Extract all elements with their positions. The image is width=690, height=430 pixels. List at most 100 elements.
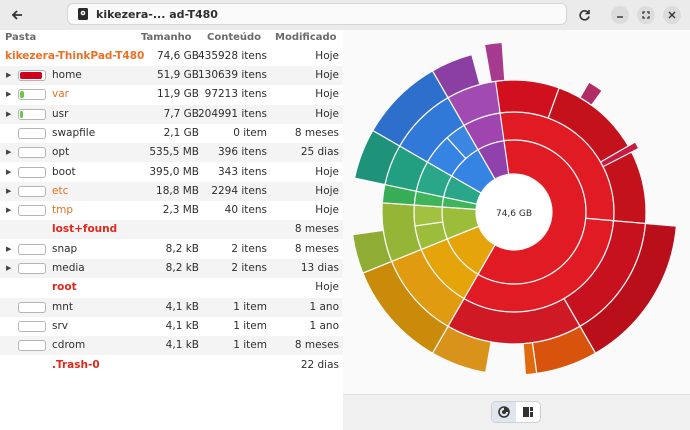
usage-bar: [18, 108, 46, 120]
folder-name: swapfile: [52, 126, 96, 139]
folder-row-mnt[interactable]: mnt 4,1 kB 1 item 1 ano: [0, 297, 343, 317]
refresh-button[interactable]: [574, 5, 594, 25]
folder-name: etc: [52, 184, 69, 197]
folder-size: 4,1 kB: [165, 339, 199, 352]
seg-u4a[interactable]: [351, 229, 393, 274]
seg-spike-b[interactable]: [579, 81, 604, 107]
folder-row-cdrom[interactable]: cdrom 4,1 kB 1 item 8 meses: [0, 336, 343, 356]
expand-arrow-icon[interactable]: ▶: [6, 167, 12, 176]
folder-row-srv[interactable]: srv 4,1 kB 1 item 1 ano: [0, 317, 343, 336]
usage-bar: [18, 127, 46, 139]
seg-h4c[interactable]: [522, 342, 538, 376]
folder-row-usr[interactable]: ▶ usr 7,7 GB 204991 itens Hoje: [0, 104, 343, 124]
col-header-content[interactable]: Conteúdo: [207, 32, 262, 43]
expand-arrow-icon[interactable]: ▶: [6, 264, 12, 272]
folder-modified: 25 dias: [300, 146, 339, 159]
folder-row-var[interactable]: ▶ var 11,9 GB 97213 itens Hoje: [0, 85, 343, 104]
folder-count: 1 item: [233, 339, 267, 352]
folder-name: opt: [52, 146, 70, 159]
folder-row-opt[interactable]: ▶ opt 535,5 MB 396 itens 25 dias: [0, 143, 343, 163]
folder-modified: Hoje: [315, 107, 339, 120]
folder-row-snap[interactable]: ▶ snap 8,2 kB 2 itens 8 meses: [0, 240, 343, 259]
usage-bar: [18, 243, 46, 255]
folder-count: 1 item: [233, 319, 267, 332]
folder-size: 4,1 kB: [165, 319, 199, 332]
folder-row-media[interactable]: ▶ media 8,2 kB 2 itens 13 dias: [0, 259, 343, 278]
folder-count: 130639 itens: [197, 69, 267, 81]
seg-spike-a[interactable]: [483, 41, 506, 83]
folder-name: root: [52, 281, 77, 294]
expand-arrow-icon[interactable]: ▶: [6, 90, 12, 99]
chart-center-label: 74,6 GB: [496, 209, 532, 219]
col-header-size[interactable]: Tamanho: [141, 32, 192, 43]
expand-arrow-icon[interactable]: ▶: [6, 244, 12, 253]
ring-chart[interactable]: 74,6 GB: [343, 30, 690, 394]
folder-size: 18,8 MB: [156, 184, 199, 197]
root-count: 435928 itens: [197, 50, 267, 62]
rings-chart-button[interactable]: [492, 402, 516, 422]
folder-name: tmp: [52, 204, 74, 217]
drive-icon: [78, 8, 88, 20]
folder-size: 2,1 GB: [163, 126, 199, 139]
folder-size: 11,9 GB: [156, 88, 199, 101]
col-header-folder[interactable]: Pasta: [5, 32, 37, 43]
folder-row-lostfound[interactable]: lost+found 8 meses: [0, 220, 343, 240]
maximize-button[interactable]: [637, 6, 655, 24]
folder-modified: 13 dias: [300, 262, 339, 274]
minimize-button[interactable]: [611, 6, 629, 24]
folder-count: 40 itens: [224, 204, 267, 217]
folder-row-swapfile[interactable]: swapfile 2,1 GB 0 item 8 meses: [0, 124, 343, 143]
expand-arrow-icon[interactable]: ▶: [6, 206, 12, 215]
folder-size: 395,0 MB: [149, 165, 199, 178]
expand-arrow-icon[interactable]: ▶: [6, 109, 12, 118]
seg-e4[interactable]: [431, 53, 481, 99]
folder-count: 1 item: [233, 300, 267, 313]
usage-bar: [18, 263, 46, 274]
folder-name: cdrom: [52, 339, 86, 352]
chart-center[interactable]: [477, 175, 551, 249]
treemap-chart-button[interactable]: [516, 402, 540, 422]
folder-size: 51,9 GB: [156, 69, 199, 81]
folder-row-Trash0[interactable]: .Trash-0 22 dias: [0, 356, 343, 375]
expand-arrow-icon[interactable]: ▶: [6, 148, 12, 157]
usage-bar: [18, 89, 46, 101]
folder-modified: 22 dias: [300, 358, 339, 371]
folder-name: var: [52, 88, 69, 101]
folder-modified: Hoje: [315, 281, 339, 294]
root-row[interactable]: kikezera-ThinkPad-T480 74,6 GB 435928 it…: [0, 47, 343, 66]
folder-modified: Hoje: [315, 184, 339, 197]
folder-name: media: [52, 262, 85, 274]
folder-name: mnt: [52, 300, 73, 313]
folder-modified: 8 meses: [294, 223, 339, 236]
folder-list: Pasta Tamanho Conteúdo Modificado kikeze…: [0, 30, 343, 430]
header-bar: kikezera-... ad-T480: [0, 0, 690, 31]
folder-size: 4,1 kB: [165, 300, 199, 313]
folder-row-home[interactable]: ▶ home 51,9 GB 130639 itens Hoje: [0, 66, 343, 85]
col-header-modified[interactable]: Modificado: [275, 32, 337, 43]
seg-usr-b[interactable]: [413, 204, 444, 227]
folder-size: 8,2 kB: [165, 262, 199, 274]
folder-modified: Hoje: [315, 88, 339, 101]
usage-bar: [18, 185, 46, 197]
refresh-icon: [578, 9, 590, 21]
usage-bar: [18, 320, 46, 332]
location-text: kikezera-... ad-T480: [96, 7, 218, 21]
folder-name: usr: [52, 107, 69, 120]
usage-bar: [18, 205, 46, 217]
expand-arrow-icon[interactable]: ▶: [6, 186, 12, 195]
rings-chart-icon: [498, 406, 510, 418]
close-button[interactable]: [663, 6, 681, 24]
expand-arrow-icon[interactable]: ▶: [6, 71, 12, 79]
folder-row-tmp[interactable]: ▶ tmp 2,3 MB 40 itens Hoje: [0, 201, 343, 220]
folder-count: 0 item: [233, 126, 267, 139]
folder-row-root[interactable]: root Hoje: [0, 278, 343, 297]
location-bar[interactable]: kikezera-... ad-T480: [67, 3, 567, 25]
folder-row-etc[interactable]: ▶ etc 18,8 MB 2294 itens Hoje: [0, 181, 343, 201]
back-button[interactable]: [6, 5, 28, 25]
ring-chart-area: 74,6 GB: [343, 30, 690, 394]
folder-modified: 8 meses: [294, 242, 339, 255]
folder-name: .Trash-0: [52, 358, 100, 371]
seg-spike-c[interactable]: [599, 141, 640, 168]
folder-row-boot[interactable]: ▶ boot 395,0 MB 343 itens Hoje: [0, 163, 343, 182]
